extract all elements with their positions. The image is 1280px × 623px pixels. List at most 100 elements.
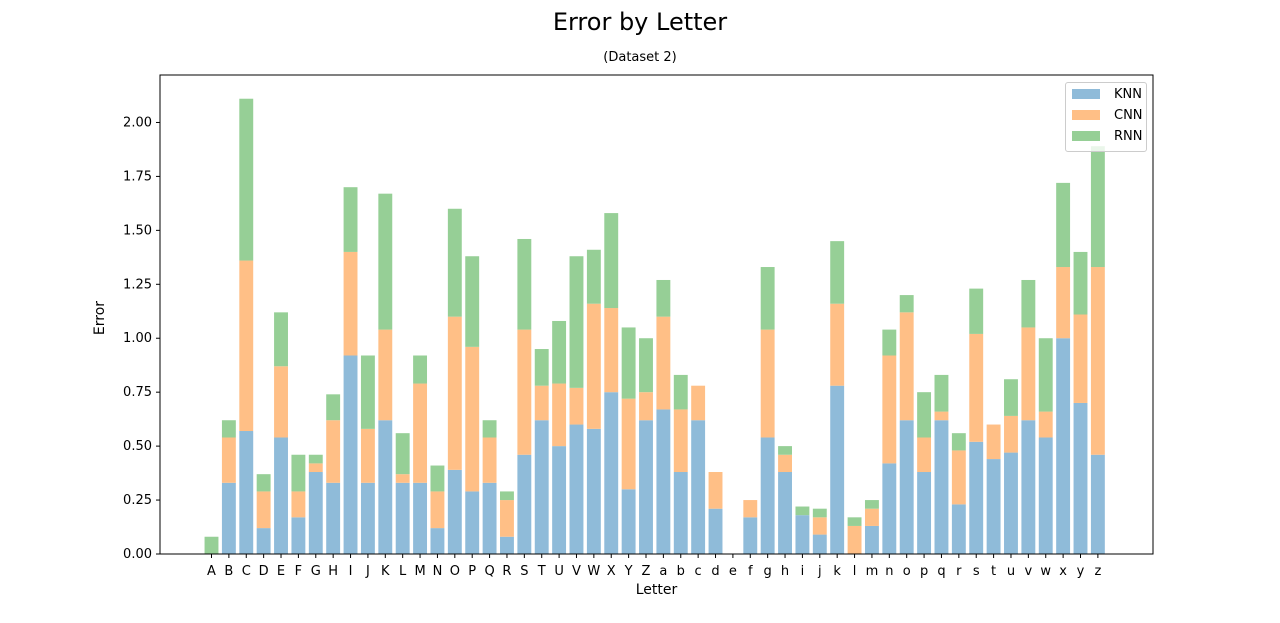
- x-tick-label-H: H: [328, 564, 338, 579]
- bar-rnn-r: [951, 433, 966, 451]
- bar-rnn-A: [204, 536, 219, 554]
- x-tick-label-L: L: [399, 564, 407, 579]
- bar-rnn-x: [1056, 182, 1071, 268]
- x-tick-label-o: o: [903, 564, 911, 579]
- bar-cnn-U: [552, 383, 567, 447]
- y-axis-label: Error: [92, 300, 108, 336]
- bar-rnn-n: [882, 329, 897, 356]
- bar-knn-W: [586, 428, 601, 554]
- x-tick-label-v: v: [1025, 564, 1033, 579]
- bar-cnn-I: [343, 251, 358, 356]
- bar-cnn-y: [1073, 314, 1088, 403]
- x-tick-label-T: T: [537, 564, 546, 579]
- bar-rnn-l: [847, 517, 862, 526]
- bar-cnn-c: [691, 385, 706, 421]
- bar-knn-K: [378, 420, 393, 554]
- plot-frame: [159, 74, 1154, 555]
- legend-label-rnn: RNN: [1114, 128, 1143, 144]
- bar-cnn-b: [673, 409, 688, 473]
- bar-knn-c: [691, 420, 706, 554]
- y-tick-label-1: 0.25: [123, 493, 152, 508]
- x-tick-label-S: S: [520, 564, 528, 579]
- bar-rnn-Y: [621, 327, 636, 399]
- bar-rnn-L: [395, 433, 410, 475]
- bar-knn-S: [517, 454, 532, 554]
- bar-cnn-h: [778, 454, 792, 473]
- x-tick-label-G: G: [311, 564, 321, 579]
- bar-rnn-b: [673, 374, 688, 410]
- bar-rnn-k: [830, 241, 845, 304]
- bar-cnn-N: [430, 491, 445, 529]
- bar-cnn-d: [708, 472, 723, 509]
- bar-rnn-z: [1090, 146, 1105, 268]
- bar-cnn-Z: [639, 392, 653, 421]
- bar-cnn-Y: [621, 398, 636, 490]
- bar-cnn-L: [395, 474, 410, 483]
- bar-rnn-y: [1073, 251, 1088, 315]
- y-tick-label-6: 1.50: [123, 223, 152, 238]
- bar-rnn-D: [256, 474, 271, 492]
- bar-knn-r: [951, 504, 966, 554]
- bar-cnn-D: [256, 491, 271, 529]
- x-tick-label-P: P: [468, 564, 476, 579]
- bar-knn-G: [308, 472, 323, 554]
- bar-rnn-J: [360, 355, 375, 429]
- bar-knn-J: [360, 482, 375, 554]
- x-tick-label-l: l: [853, 564, 857, 579]
- x-tick-label-r: r: [956, 564, 962, 579]
- bar-knn-B: [221, 482, 236, 554]
- bar-cnn-t: [986, 424, 1001, 460]
- bar-cnn-E: [274, 366, 288, 438]
- bar-cnn-k: [830, 303, 845, 386]
- x-tick-label-e: e: [729, 564, 737, 579]
- bar-knn-O: [447, 469, 462, 554]
- bar-cnn-P: [465, 346, 480, 492]
- bar-cnn-m: [864, 508, 879, 526]
- legend-swatch-rnn: [1072, 131, 1100, 141]
- bar-rnn-H: [326, 394, 341, 421]
- x-tick-label-Y: Y: [624, 564, 633, 579]
- bar-cnn-p: [917, 437, 932, 473]
- bar-knn-D: [256, 528, 271, 554]
- bar-cnn-j: [812, 517, 827, 535]
- bar-rnn-E: [274, 312, 288, 367]
- x-tick-label-d: d: [711, 564, 719, 579]
- legend-label-cnn: CNN: [1114, 107, 1143, 123]
- bar-rnn-Z: [639, 338, 653, 393]
- bar-cnn-u: [1004, 415, 1018, 453]
- y-tick-label-4: 1.00: [123, 331, 152, 346]
- bar-cnn-V: [569, 387, 584, 425]
- x-tick-label-O: O: [450, 564, 460, 579]
- x-tick-label-g: g: [764, 564, 772, 579]
- bar-cnn-M: [413, 383, 428, 483]
- bar-cnn-n: [882, 355, 897, 464]
- legend-label-knn: KNN: [1114, 86, 1142, 102]
- bar-rnn-p: [917, 392, 932, 438]
- bar-cnn-T: [534, 385, 549, 421]
- bar-rnn-O: [447, 208, 462, 317]
- bar-knn-C: [239, 431, 254, 554]
- bar-knn-n: [882, 463, 897, 554]
- bar-knn-i: [795, 515, 810, 554]
- bar-knn-x: [1056, 338, 1071, 554]
- bar-knn-F: [291, 517, 306, 554]
- bar-cnn-Q: [482, 437, 497, 483]
- x-tick-label-c: c: [695, 564, 702, 579]
- bar-cnn-z: [1090, 267, 1105, 455]
- bar-rnn-h: [778, 446, 792, 455]
- bar-rnn-S: [517, 238, 532, 330]
- bar-cnn-f: [743, 500, 758, 518]
- bar-cnn-v: [1021, 327, 1036, 421]
- x-tick-label-N: N: [433, 564, 443, 579]
- bar-rnn-M: [413, 355, 428, 384]
- x-tick-label-t: t: [991, 564, 996, 579]
- bar-knn-d: [708, 508, 723, 554]
- x-tick-label-Z: Z: [642, 564, 651, 579]
- x-tick-label-A: A: [207, 564, 216, 579]
- bar-knn-h: [778, 472, 792, 554]
- x-tick-label-f: f: [748, 564, 753, 579]
- bar-knn-I: [343, 355, 358, 554]
- bar-rnn-m: [864, 500, 879, 509]
- bar-rnn-B: [221, 420, 236, 438]
